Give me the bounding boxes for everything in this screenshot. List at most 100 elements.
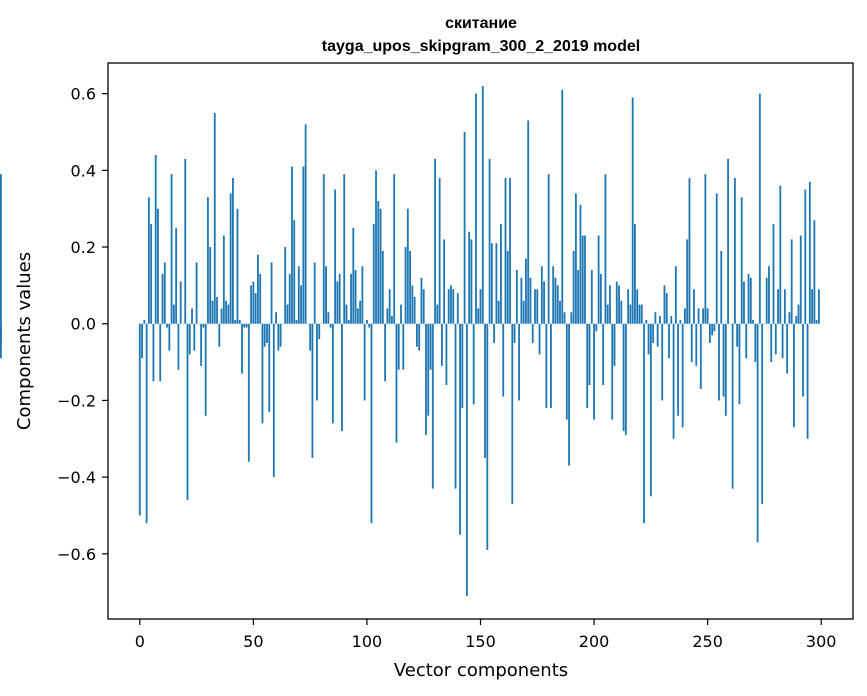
bar-287 [790,239,793,324]
bar-4 [147,197,150,324]
bar-266 [743,281,745,324]
x-tick-label-50: 50 [243,632,263,651]
bar-164 [511,323,514,504]
bar-199 [590,270,593,324]
bar-undefined [0,174,2,324]
bar-239 [681,323,684,428]
bar-66 [288,273,291,324]
bar-68 [293,220,296,324]
bar-116 [402,323,405,370]
bar-83 [327,312,330,324]
bar-67 [291,166,293,324]
bar-210 [615,281,618,324]
y-tick-label-5: −0.4 [57,468,96,487]
y-tick-label-3: 0.0 [71,315,96,334]
x-tick-label-150: 150 [465,632,496,651]
bar-76 [311,323,314,458]
bar-282 [779,185,782,324]
bar-149 [477,308,480,324]
bar-150 [479,289,482,324]
bar-203 [599,273,602,324]
bar-30 [207,197,209,324]
bar-173 [531,323,534,343]
plot-frame [107,62,854,620]
bar-140 [456,293,459,324]
bar-106 [379,208,382,324]
bar-16 [175,227,178,324]
bar-216 [629,304,632,324]
bar-269 [749,277,752,324]
bar-221 [640,304,643,324]
bar-280 [774,323,777,355]
bar-130 [434,158,436,324]
bar-39 [227,304,230,324]
bar-233 [668,323,670,359]
bar-125 [422,289,425,324]
bar-8 [157,208,159,324]
bar-127 [427,323,430,416]
bar-25 [195,262,198,324]
bar-113 [395,323,398,443]
bar-95 [354,270,357,324]
bar-153 [486,323,489,550]
bar-184 [556,285,559,324]
bar-232 [665,293,668,324]
bar-79 [318,323,321,340]
bar-89 [341,323,343,432]
bar-292 [802,323,804,397]
bar-44 [238,319,241,324]
bar-14 [170,174,173,324]
bar-121 [413,296,416,324]
bar-165 [513,323,516,343]
bar-146 [470,239,473,324]
bar-18 [179,281,182,324]
bar-264 [738,323,741,405]
bar-170 [525,258,527,324]
bar-288 [793,323,795,428]
bar-176 [538,323,541,355]
bar-247 [699,323,702,389]
bars-group [0,86,820,596]
bar-204 [602,323,605,386]
bar-224 [647,323,650,355]
bar-55 [263,323,266,347]
bar-181 [550,323,552,409]
bar-49 [250,285,253,324]
bar-56 [266,323,268,343]
bar-262 [733,178,736,324]
bar-93 [350,273,352,324]
bar-61 [277,323,280,351]
bar-251 [709,323,711,343]
bar-72 [302,166,305,324]
bar-240 [684,308,686,324]
y-tick-label-0: 0.6 [71,85,96,104]
bar-171 [527,120,530,324]
bar-220 [638,304,641,324]
bar-73 [304,124,307,324]
bar-35 [218,323,221,347]
bar-34 [216,296,218,324]
bar-265 [740,197,743,324]
bar-57 [268,323,271,412]
bar-219 [636,289,639,324]
bar-250 [706,308,709,324]
bar-84 [329,323,332,328]
bar-207 [609,285,611,324]
bar-160 [502,323,505,397]
x-axis-label: Vector components [394,660,568,681]
bar-48 [247,323,250,462]
bar-139 [454,323,457,489]
bar-108 [384,323,387,382]
bar-223 [645,319,648,324]
bar-118 [406,208,409,324]
bar-246 [697,308,700,324]
bar-189 [568,323,570,466]
bar-174 [534,289,536,324]
bar-168 [520,277,523,324]
bar-157 [495,243,498,324]
bar-228 [656,323,659,347]
bar-190 [570,312,573,324]
bar-272 [756,323,759,543]
bar-36 [220,308,223,324]
bar-162 [506,250,509,324]
